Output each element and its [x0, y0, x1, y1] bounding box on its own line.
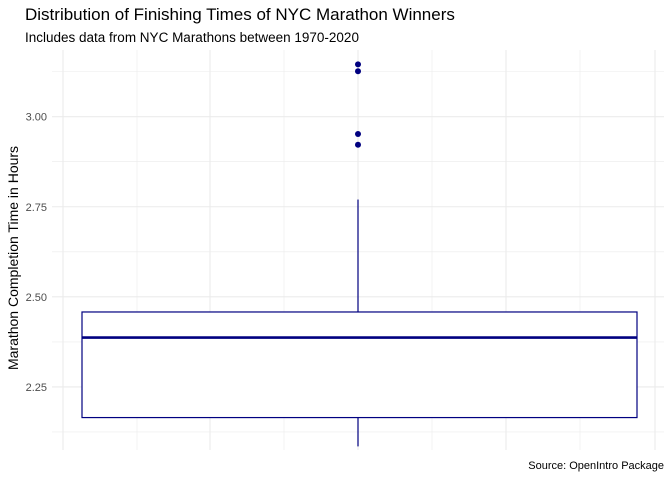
chart-title: Distribution of Finishing Times of NYC M… — [25, 5, 455, 24]
interquartile-box — [81, 311, 638, 419]
y-axis-ticks: 2.25 2.50 2.75 3.00 — [26, 112, 47, 394]
chart-subtitle: Includes data from NYC Marathons between… — [25, 30, 359, 45]
box — [81, 199, 638, 447]
outlier-point — [355, 130, 361, 137]
y-tick-label: 2.75 — [26, 202, 47, 214]
outlier-points — [355, 61, 361, 148]
outlier-point — [355, 141, 361, 148]
y-tick-label: 2.50 — [26, 292, 47, 304]
outlier-point — [355, 68, 361, 75]
y-axis-label: Marathon Completion Time in Hours — [5, 146, 21, 370]
outlier-point — [355, 61, 361, 68]
y-tick-label: 2.25 — [26, 382, 47, 394]
y-tick-label: 3.00 — [26, 112, 47, 124]
chart-caption: Source: OpenIntro Package — [528, 460, 664, 472]
